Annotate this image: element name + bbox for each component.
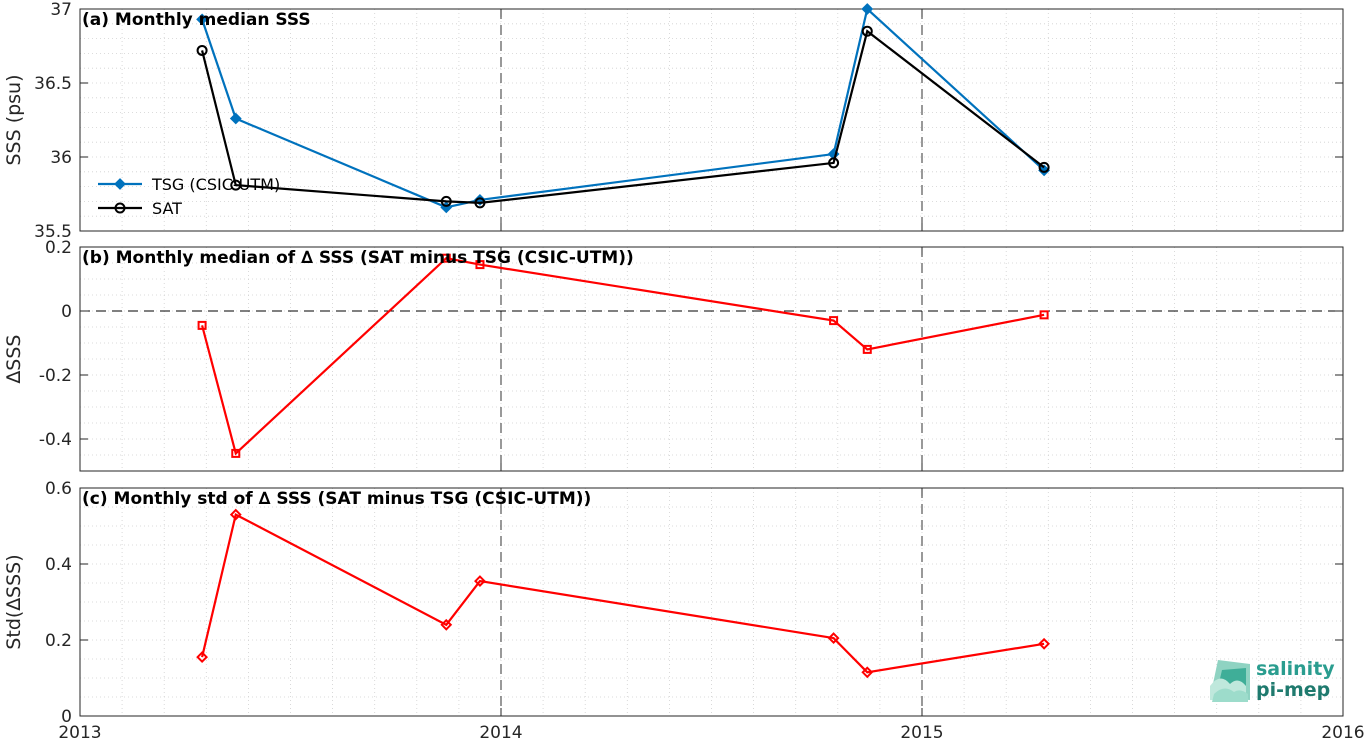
logo-text-salinity: salinity [1256,658,1335,680]
data-point [861,666,874,679]
data-point [229,508,242,521]
grid [79,8,1344,232]
data-point [440,195,452,207]
panel-a: 35.5 36 36.5 37 SSS (psu) (a) Monthly median … [3,0,1344,242]
y-tick-label: 0.2 [45,238,72,258]
legend-marker [114,202,126,214]
series-tsg-csic-utm [196,3,1051,214]
data-point [475,260,485,270]
y-tick-label: 0.4 [45,555,72,575]
y-tick-label: -0.4 [39,430,72,450]
data-point [1038,164,1051,177]
series-sat [196,25,1050,209]
panel-title: (c) Monthly std of ∆ SSS (SAT minus TSG … [82,489,591,509]
salinity-pi-mep-logo: salinity pi-mep [1210,658,1335,702]
data-point [474,575,486,588]
data-point [1038,637,1051,650]
data-point [861,3,874,15]
data-point [1039,310,1049,320]
data-point [196,651,209,664]
legend-marker [114,178,126,190]
data-point [231,448,241,458]
x-tick-label: 2013 [58,723,101,743]
legend: TSG (CSIC-UTM) SAT [98,175,280,218]
legend-entry: SAT [152,199,182,218]
series-line [201,512,1045,674]
grid [79,487,1344,717]
panel-title: (a) Monthly median SSS [82,10,311,30]
axes-frame [79,487,1344,717]
y-tick-label: -0.2 [39,366,72,386]
panel-c: 0 0.2 0.4 0.6 2013 2014 2015 2016 Std(∆SSS) (c) M… [3,479,1365,743]
y-tick-label: 36 [50,148,72,168]
y-tick-label: 37 [50,0,72,20]
data-point [196,44,208,56]
data-point [440,618,453,631]
data-point [828,157,840,169]
data-point [196,13,209,26]
data-point [197,320,207,330]
y-tick-label: 0.6 [45,479,72,499]
data-point [827,632,840,645]
series-delta [196,508,1051,679]
data-point [1038,161,1050,173]
logo-text-pi-mep: pi-mep [1256,679,1330,701]
y-tick-label: 35.5 [34,222,72,242]
data-point [230,179,242,191]
panel-b: -0.4 -0.2 0 0.2 ∆SSS (b) Monthly median of ∆ … [3,238,1344,472]
series-line [201,257,1045,456]
y-axis-label: SSS (psu) [3,74,25,165]
y-axis-label: ∆SSS [3,335,25,385]
data-point [229,112,242,125]
y-axis-label: Std(∆SSS) [3,554,25,649]
legend-entry: TSG (CSIC-UTM) [151,175,280,194]
axes-frame [79,8,1344,232]
data-point [474,197,486,209]
axes-frame [79,246,1344,472]
grid [79,246,1344,472]
x-tick-label: 2015 [900,723,943,743]
y-tick-label: 36.5 [34,74,72,94]
panel-title: (b) Monthly median of ∆ SSS (SAT minus T… [82,248,634,268]
series-delta [197,253,1049,458]
x-tick-label: 2014 [479,723,522,743]
x-tick-label: 2016 [1321,723,1364,743]
logo-mark-icon [1210,660,1250,702]
data-point [861,25,873,37]
y-tick-label: 0 [61,707,72,727]
series-line [201,29,1045,204]
data-point [441,253,451,263]
y-tick-label: 0.2 [45,631,72,651]
data-point [862,344,872,354]
y-tick-label: 0 [61,302,72,322]
data-point [829,316,839,326]
